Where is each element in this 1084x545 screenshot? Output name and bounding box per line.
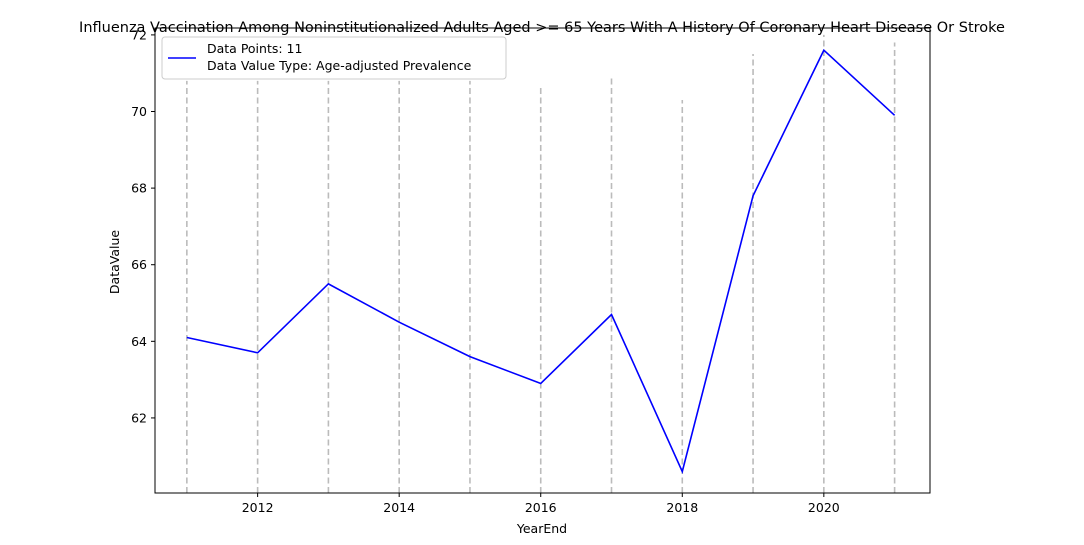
y-tick-label: 62 — [131, 410, 147, 425]
x-tick-label: 2020 — [808, 500, 840, 515]
series-group — [186, 48, 896, 474]
x-tick-label: 2016 — [525, 500, 557, 515]
y-tick-label: 70 — [131, 104, 147, 119]
y-tick-label: 66 — [131, 257, 147, 272]
y-tick-label: 64 — [131, 334, 147, 349]
x-axis-label: YearEnd — [516, 521, 567, 536]
x-tick-label: 2014 — [383, 500, 415, 515]
reference-lines — [186, 34, 896, 493]
y-tick-label: 68 — [131, 181, 147, 196]
x-axis-ticks: 2012 2014 2016 2018 2020 — [242, 493, 840, 515]
x-tick-label: 2012 — [242, 500, 274, 515]
legend: Data Points: 11 Data Value Type: Age-adj… — [161, 36, 507, 80]
x-tick-label: 2018 — [666, 500, 698, 515]
legend-entry-1: Data Points: 11 — [207, 41, 302, 56]
y-tick-label: 72 — [131, 27, 147, 42]
plot-area-frame — [154, 27, 931, 494]
legend-entry-2: Data Value Type: Age-adjusted Prevalence — [207, 58, 472, 73]
y-axis-ticks: 62 64 66 68 70 72 — [131, 27, 155, 425]
series-line — [186, 48, 896, 474]
y-axis-label: DataValue — [107, 230, 122, 294]
legend-box — [161, 36, 507, 80]
